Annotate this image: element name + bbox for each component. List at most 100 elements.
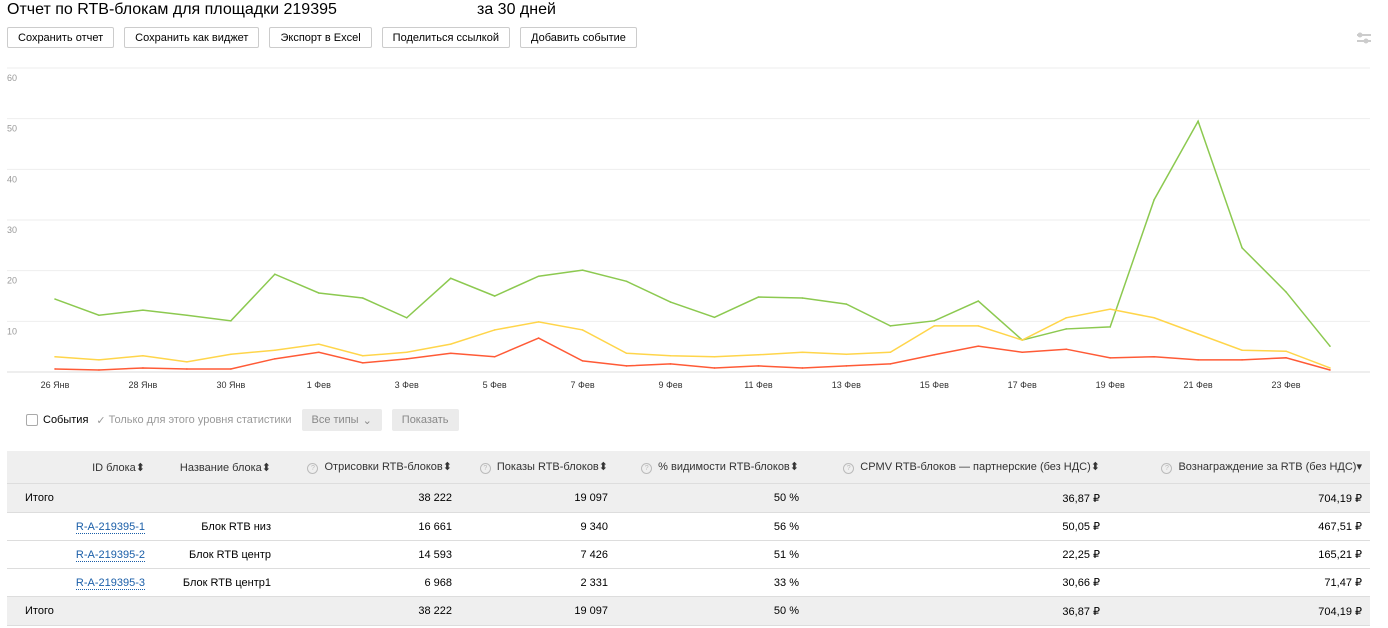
data-point-yellow	[581, 329, 584, 331]
data-point-red	[537, 337, 540, 339]
total-cpmv: 36,87 ₽	[807, 596, 1108, 626]
data-point-yellow	[537, 321, 540, 323]
data-point-red	[581, 360, 584, 362]
help-icon: ?	[479, 463, 491, 474]
renders: 6 968	[279, 568, 460, 597]
shows: 9 340	[460, 512, 616, 541]
data-point-yellow	[405, 351, 408, 354]
data-point-red	[361, 362, 364, 364]
page-title: Отчет по RTB-блокам для площадки 219395	[7, 1, 337, 18]
col-cpmv[interactable]: ? CPMV RTB-блоков — партнерские (без НДС)…	[807, 451, 1108, 484]
add-event-button[interactable]: Добавить событие	[520, 27, 637, 48]
data-point-yellow	[274, 349, 276, 352]
data-point-red	[1241, 359, 1243, 361]
data-point-green	[186, 314, 188, 317]
reward: 467,51 ₽	[1108, 512, 1370, 541]
visibility: 56 %	[616, 512, 807, 541]
block-id-link[interactable]: R-A-219395-3	[75, 576, 145, 590]
total-row: Итого 38 222 19 097 50 % 36,87 ₽704,19 ₽	[7, 596, 1370, 626]
data-point-red	[1021, 351, 1024, 354]
data-point-yellow	[361, 354, 364, 357]
shows: 2 331	[460, 568, 616, 597]
data-point-yellow	[757, 353, 760, 356]
help-icon: ?	[1161, 463, 1173, 474]
total-visibility: 50 %	[616, 596, 807, 626]
data-point-green	[801, 297, 804, 299]
y-tick-label: 10	[7, 326, 17, 336]
data-point-red	[1153, 356, 1155, 358]
x-tick-label: 1 Фев	[307, 380, 331, 390]
data-point-red	[230, 368, 232, 370]
data-point-red	[142, 367, 144, 369]
events-checkbox[interactable]	[26, 414, 38, 426]
total-renders: 38 222	[279, 483, 460, 513]
save-report-button[interactable]: Сохранить отчет	[7, 27, 115, 48]
export-excel-button[interactable]: Экспорт в Excel	[269, 27, 372, 48]
block-name: Блок RTB центр	[153, 540, 279, 569]
x-tick-label: 28 Янв	[129, 380, 158, 390]
data-point-green	[537, 275, 540, 278]
data-point-red	[274, 358, 276, 360]
data-point-yellow	[1329, 367, 1331, 369]
total-visibility: 50 %	[616, 483, 807, 513]
total-renders: 38 222	[279, 596, 460, 626]
x-tick-label: 15 Фев	[920, 380, 949, 390]
data-point-green	[845, 303, 848, 305]
only-level-label: Только для этого уровня статистики	[108, 414, 292, 426]
total-shows: 19 097	[460, 596, 616, 626]
data-point-red	[801, 367, 804, 369]
col-name[interactable]: Название блока⬍	[153, 451, 279, 484]
series-line-green	[54, 119, 1331, 347]
data-point-red	[1329, 369, 1331, 371]
check-icon[interactable]: ✓	[96, 414, 106, 427]
data-point-red	[669, 363, 672, 365]
col-shows[interactable]: ? Показы RTB-блоков⬍	[460, 451, 616, 484]
data-point-red	[54, 368, 56, 370]
all-types-label: Все типы	[311, 414, 359, 426]
data-point-yellow	[845, 353, 848, 356]
data-point-red	[713, 367, 716, 369]
visibility: 33 %	[616, 568, 807, 597]
data-point-yellow	[1065, 316, 1068, 319]
x-tick-label: 13 Фев	[832, 380, 861, 390]
help-icon: ?	[307, 463, 319, 474]
y-tick-label: 30	[7, 225, 17, 235]
show-button[interactable]: Показать	[391, 409, 459, 431]
y-tick-label: 40	[7, 174, 17, 184]
cpmv: 30,66 ₽	[807, 568, 1108, 597]
total-reward: 704,19 ₽	[1108, 483, 1370, 513]
data-point-red	[889, 363, 892, 365]
data-point-yellow	[1197, 333, 1199, 335]
shows: 7 426	[460, 540, 616, 569]
col-id[interactable]: ID блока⬍	[7, 451, 153, 484]
col-visibility[interactable]: ?% видимости RTB-блоков⬍	[616, 451, 807, 484]
data-point-yellow	[1153, 316, 1155, 319]
data-point-red	[625, 365, 628, 367]
data-point-green	[713, 316, 716, 319]
x-tick-label: 23 Фев	[1271, 380, 1300, 390]
settings-sliders-icon[interactable]	[1356, 31, 1372, 45]
data-point-green	[889, 325, 892, 327]
save-as-widget-button[interactable]: Сохранить как виджет	[124, 27, 260, 48]
data-point-red	[933, 353, 936, 356]
col-reward[interactable]: ? Вознаграждение за RTB (без НДС)▾	[1108, 451, 1370, 484]
data-point-green	[669, 301, 672, 303]
data-point-yellow	[669, 354, 672, 357]
data-point-green	[933, 320, 936, 322]
block-id-link[interactable]: R-A-219395-2	[75, 548, 145, 562]
data-point-red	[98, 369, 100, 371]
all-types-dropdown[interactable]: Все типы ⌄	[301, 409, 382, 431]
data-point-green	[98, 314, 100, 317]
data-point-yellow	[317, 343, 320, 345]
data-point-yellow	[142, 354, 144, 357]
data-point-red	[1197, 359, 1199, 361]
share-link-button[interactable]: Поделиться ссылкой	[381, 27, 510, 48]
data-point-red	[449, 352, 452, 355]
data-point-green	[1285, 291, 1287, 293]
data-point-green	[1153, 198, 1155, 201]
data-point-red	[1109, 357, 1111, 359]
col-renders[interactable]: ? Отрисовки RTB-блоков⬍	[279, 451, 460, 484]
data-point-red	[186, 368, 188, 370]
block-id-link[interactable]: R-A-219395-1	[75, 520, 145, 534]
x-tick-label: 9 Фев	[658, 380, 682, 390]
